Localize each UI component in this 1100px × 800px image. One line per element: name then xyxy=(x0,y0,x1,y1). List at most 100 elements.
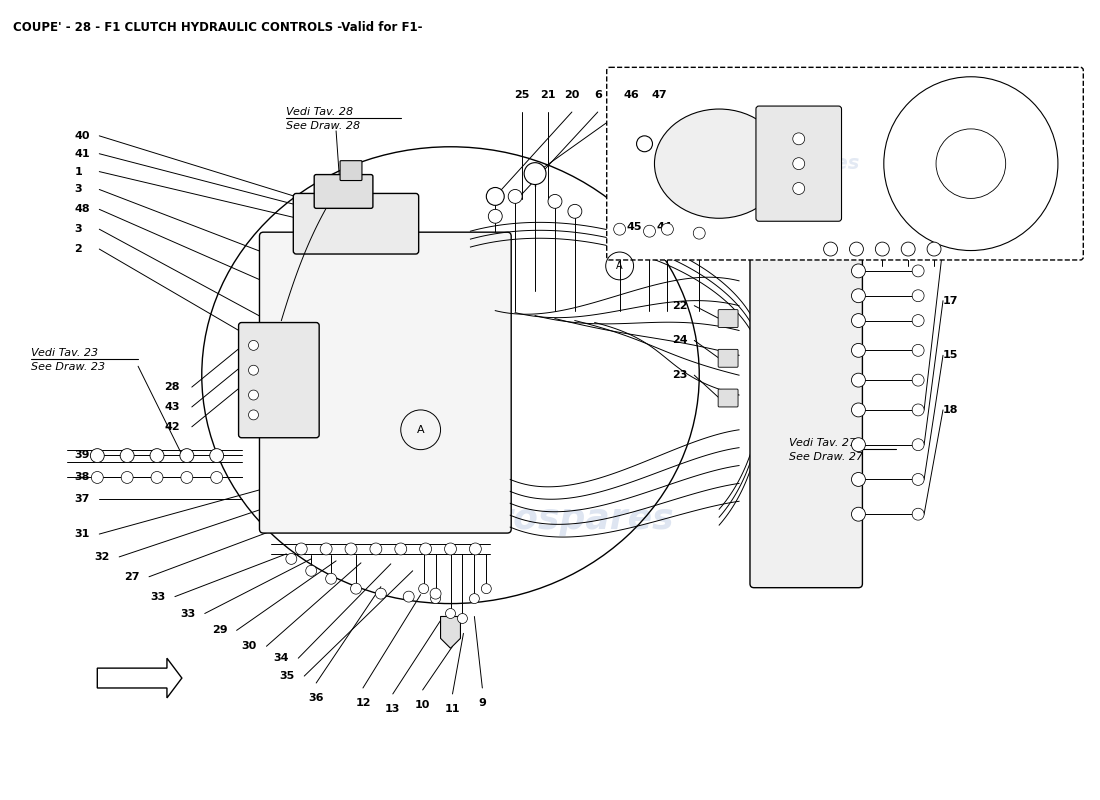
Polygon shape xyxy=(97,658,182,698)
Circle shape xyxy=(524,162,546,185)
Text: 4: 4 xyxy=(656,90,663,100)
Circle shape xyxy=(91,471,103,483)
Circle shape xyxy=(486,187,504,206)
Circle shape xyxy=(912,508,924,520)
Text: 19: 19 xyxy=(848,92,865,102)
Text: 22: 22 xyxy=(672,301,688,310)
Circle shape xyxy=(851,373,866,387)
Circle shape xyxy=(249,341,258,350)
Circle shape xyxy=(419,584,429,594)
Circle shape xyxy=(851,507,866,521)
Text: COUPE' - 28 - F1 CLUTCH HYDRAULIC CONTROLS -Valid for F1-: COUPE' - 28 - F1 CLUTCH HYDRAULIC CONTRO… xyxy=(13,21,422,34)
Text: 32: 32 xyxy=(95,552,110,562)
Circle shape xyxy=(470,594,480,603)
Circle shape xyxy=(120,449,134,462)
Circle shape xyxy=(210,449,223,462)
Text: See Draw. 23: See Draw. 23 xyxy=(31,362,104,372)
FancyBboxPatch shape xyxy=(718,310,738,327)
Text: 29: 29 xyxy=(211,626,228,635)
Text: 26: 26 xyxy=(732,90,747,100)
Circle shape xyxy=(404,591,415,602)
Circle shape xyxy=(488,210,503,223)
Text: 35: 35 xyxy=(279,671,295,681)
Text: 33: 33 xyxy=(150,592,165,602)
Circle shape xyxy=(693,227,705,239)
Text: eurospares: eurospares xyxy=(736,154,859,173)
Circle shape xyxy=(211,471,222,483)
Circle shape xyxy=(912,265,924,277)
Text: 41: 41 xyxy=(75,149,90,158)
Circle shape xyxy=(470,543,482,555)
Text: 11: 11 xyxy=(444,704,460,714)
Circle shape xyxy=(482,584,492,594)
Circle shape xyxy=(912,438,924,450)
Text: eurospares: eurospares xyxy=(446,502,674,536)
Text: 16: 16 xyxy=(874,92,890,102)
Circle shape xyxy=(351,583,362,594)
Text: See Draw. 28: See Draw. 28 xyxy=(286,121,361,131)
Circle shape xyxy=(901,242,915,256)
Text: 36: 36 xyxy=(308,693,323,703)
Circle shape xyxy=(444,543,456,555)
Text: Vedi Tav. 27: Vedi Tav. 27 xyxy=(789,438,856,448)
Text: 7: 7 xyxy=(707,90,715,100)
Circle shape xyxy=(793,182,805,194)
FancyBboxPatch shape xyxy=(718,350,738,367)
Text: 37: 37 xyxy=(75,494,90,504)
Circle shape xyxy=(295,543,307,555)
FancyBboxPatch shape xyxy=(315,174,373,208)
Text: See Draw. 27: See Draw. 27 xyxy=(789,451,862,462)
Circle shape xyxy=(420,543,431,555)
Circle shape xyxy=(912,290,924,302)
Circle shape xyxy=(458,614,468,623)
Text: 33: 33 xyxy=(180,609,195,618)
Text: A: A xyxy=(616,261,623,271)
Text: 23: 23 xyxy=(672,370,688,380)
Circle shape xyxy=(326,574,337,584)
Text: 34: 34 xyxy=(274,653,289,663)
Circle shape xyxy=(249,366,258,375)
Circle shape xyxy=(661,223,673,235)
Circle shape xyxy=(851,289,866,302)
Text: 5: 5 xyxy=(618,90,626,100)
Circle shape xyxy=(121,471,133,483)
Text: 9: 9 xyxy=(478,698,486,708)
Text: 17: 17 xyxy=(943,296,958,306)
Circle shape xyxy=(150,449,164,462)
Circle shape xyxy=(851,473,866,486)
Circle shape xyxy=(249,410,258,420)
FancyBboxPatch shape xyxy=(239,322,319,438)
Circle shape xyxy=(395,543,407,555)
Circle shape xyxy=(824,242,837,256)
Circle shape xyxy=(568,204,582,218)
Text: 46: 46 xyxy=(624,90,639,100)
Circle shape xyxy=(793,133,805,145)
Circle shape xyxy=(375,588,386,599)
Text: 48: 48 xyxy=(75,204,90,214)
Text: 18: 18 xyxy=(943,405,958,415)
Text: 44: 44 xyxy=(657,222,672,232)
Circle shape xyxy=(151,471,163,483)
Text: 12: 12 xyxy=(355,698,371,708)
Circle shape xyxy=(320,543,332,555)
Circle shape xyxy=(849,242,864,256)
Text: A: A xyxy=(417,425,425,434)
Text: 8: 8 xyxy=(683,90,691,100)
Ellipse shape xyxy=(654,109,784,218)
Circle shape xyxy=(851,314,866,327)
Text: 21: 21 xyxy=(540,90,556,100)
Text: 10: 10 xyxy=(415,700,430,710)
Circle shape xyxy=(637,136,652,152)
Circle shape xyxy=(430,594,441,603)
Circle shape xyxy=(912,374,924,386)
Circle shape xyxy=(548,194,562,208)
Text: 6: 6 xyxy=(594,90,602,100)
Text: 14: 14 xyxy=(943,241,958,251)
Circle shape xyxy=(446,609,455,618)
Text: 42: 42 xyxy=(164,422,180,432)
Text: 1: 1 xyxy=(75,166,82,177)
FancyBboxPatch shape xyxy=(718,389,738,407)
FancyBboxPatch shape xyxy=(294,194,419,254)
Text: 45: 45 xyxy=(627,222,642,232)
Circle shape xyxy=(180,471,192,483)
